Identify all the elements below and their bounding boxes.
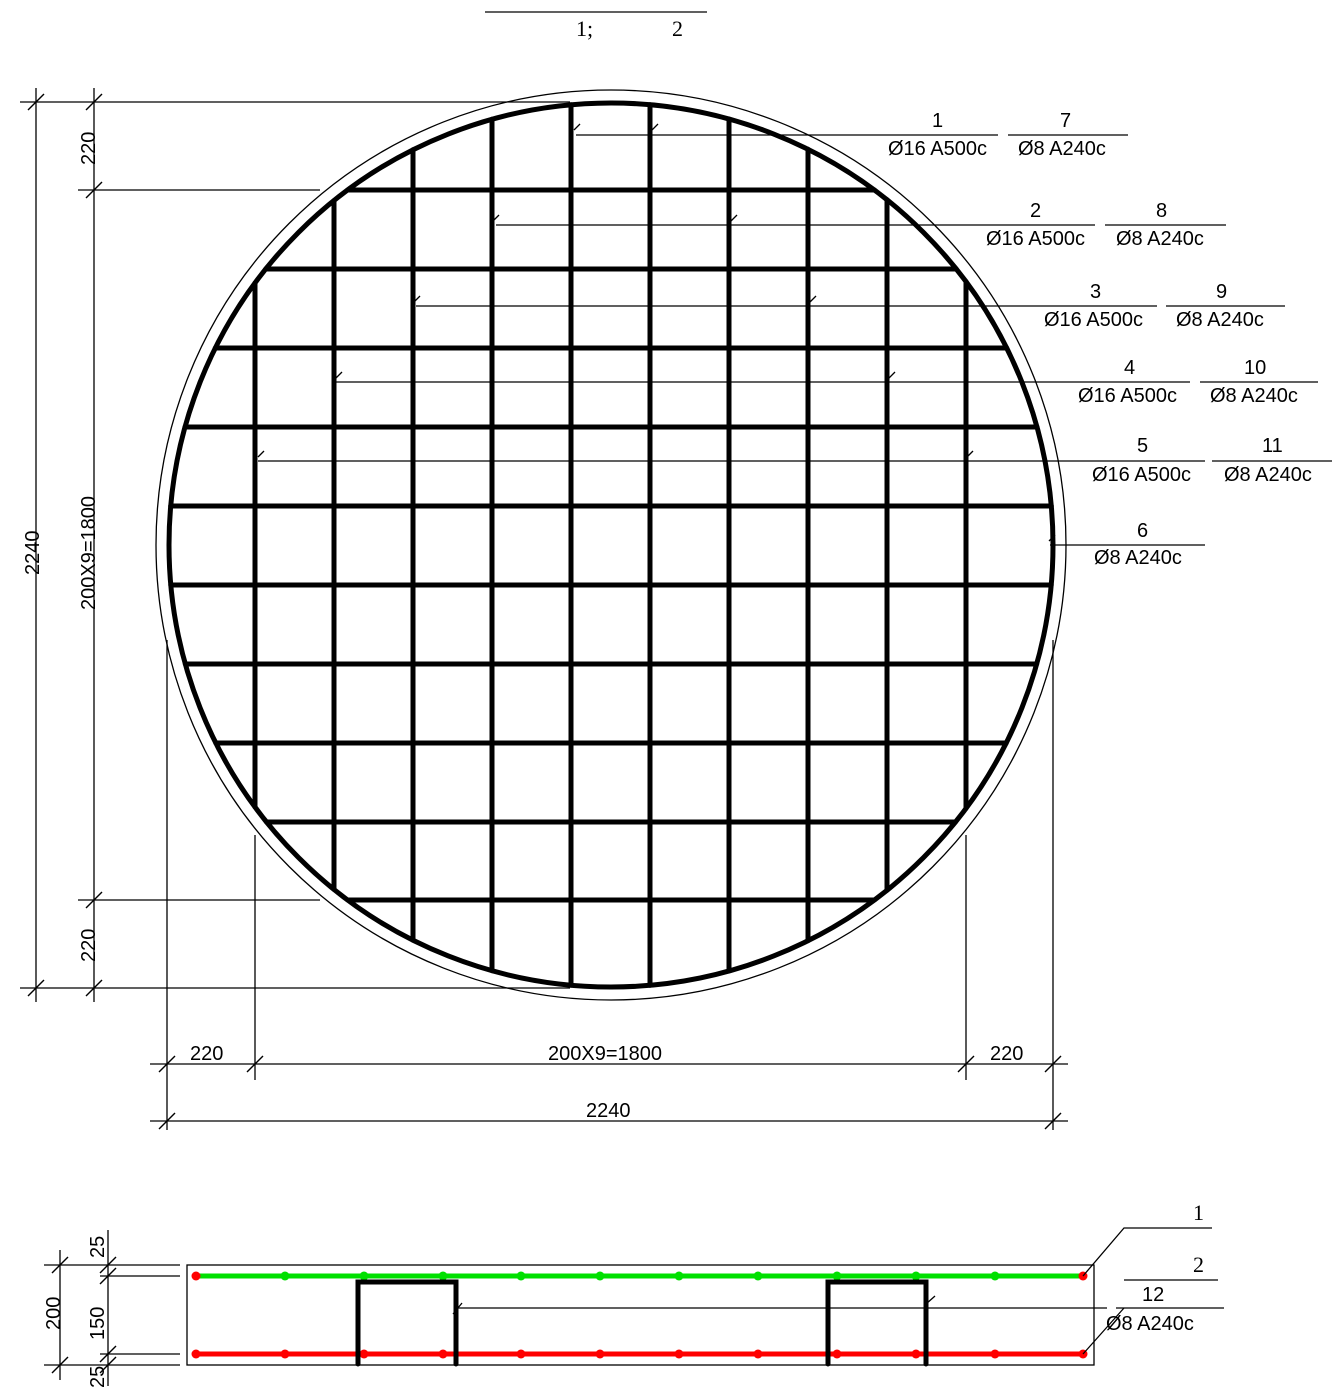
section-top-dot-10 [911,1271,921,1281]
section-top-dot-1 [191,1271,201,1281]
section-view: 12 Ø8 A240c 1 2 200 25 150 25 [43,1200,1224,1388]
callout-3-num: 3 [1090,281,1101,303]
rebar-grid [168,102,1054,988]
callout-2-num: 2 [1030,200,1041,222]
callout-11-num: 11 [1262,435,1283,457]
section-top-dot-3 [359,1271,369,1281]
dim-horizontal-total: 2240 [586,1100,631,1122]
callout-4-label: Ø16 A500c [1078,385,1177,407]
callout-1-num: 1 [932,110,943,132]
section-stirrup-left [355,1279,459,1367]
callout-9-num: 9 [1216,281,1227,303]
section-stirrup-right [825,1279,929,1367]
title-left: 1; [576,16,593,41]
callout-2-label: Ø16 A500c [986,228,1085,250]
section-bar-dots [191,1271,1088,1359]
dim-horizontal-mid: 200X9=1800 [548,1043,662,1065]
slab-outline [155,89,1067,1001]
section-top-dot-6 [595,1271,605,1281]
section-top-dot-5 [516,1271,526,1281]
section-dim-total: 200 [43,1297,65,1330]
section-bottom-dot-11 [990,1349,1000,1359]
ring-bar [166,100,1056,990]
section-bottom-dot-10 [911,1349,921,1359]
plan-callouts: 1 Ø16 A500c 7 Ø8 A240c 2 Ø16 A500c 8 Ø8 … [257,110,1332,569]
dim-vertical-total: 2240 [22,531,44,576]
section-bottom-dot-9 [832,1349,842,1359]
callout-5-label: Ø16 A500c [1092,464,1191,486]
vertical-dimensions: 2240 220 200X9=1800 220 [20,88,570,1002]
section-dim-top: 25 [87,1236,109,1258]
callout-7-num: 7 [1060,110,1071,132]
section-callout-2-num: 2 [1193,1252,1204,1277]
section-top-dot-8 [753,1271,763,1281]
section-top-dot-9 [832,1271,842,1281]
section-bottom-dot-2 [280,1349,290,1359]
section-callout-12-num: 12 [1142,1284,1164,1306]
dim-vertical-top: 220 [78,132,100,165]
section-top-dot-7 [674,1271,684,1281]
callout-8-label: Ø8 A240c [1116,228,1204,250]
dim-vertical-bottom: 220 [78,929,100,962]
callout-11-label: Ø8 A240c [1224,464,1312,486]
dim-vertical-mid: 200X9=1800 [78,496,100,610]
section-top-dot-4 [438,1271,448,1281]
callout-5-num: 5 [1137,435,1148,457]
callout-6-label: Ø8 A240c [1094,547,1182,569]
dim-horizontal-right: 220 [990,1043,1023,1065]
callout-9-label: Ø8 A240c [1176,309,1264,331]
section-outline [186,1264,1095,1366]
section-bottom-dot-8 [753,1349,763,1359]
callout-4-num: 4 [1124,357,1135,379]
title-right: 2 [672,16,683,41]
callout-10-label: Ø8 A240c [1210,385,1298,407]
dim-horizontal-left: 220 [190,1043,223,1065]
section-bottom-dot-3 [359,1349,369,1359]
section-bottom-dot-5 [516,1349,526,1359]
section-bottom-dot-6 [595,1349,605,1359]
section-bottom-dot-4 [438,1349,448,1359]
callout-3-label: Ø16 A500c [1044,309,1143,331]
section-top-dot-11 [990,1271,1000,1281]
drawing-title: 1; 2 [485,11,707,41]
section-callout-1-num: 1 [1193,1200,1204,1225]
callout-6-num: 6 [1137,520,1148,542]
callout-10-num: 10 [1244,357,1266,379]
section-bottom-dot-7 [674,1349,684,1359]
horizontal-dimensions: 220 200X9=1800 220 2240 [150,640,1068,1130]
callout-1-label: Ø16 A500c [888,138,987,160]
section-bottom-dot-1 [191,1349,201,1359]
plan-view [155,89,1067,1001]
callout-8-num: 8 [1156,200,1167,222]
callout-7-label: Ø8 A240c [1018,138,1106,160]
section-callout-12-label: Ø8 A240c [1106,1313,1194,1335]
section-dim-bottom: 25 [87,1366,109,1388]
section-top-dot-2 [280,1271,290,1281]
section-dim-mid: 150 [87,1307,109,1340]
